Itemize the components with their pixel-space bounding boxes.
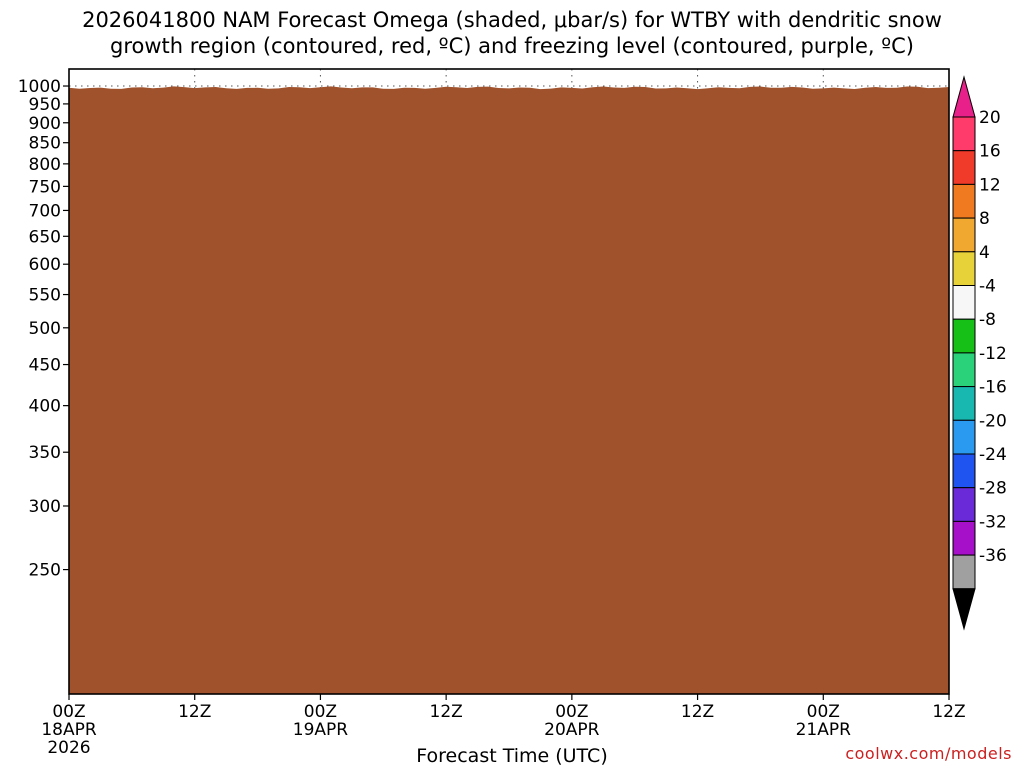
y-tick-label-300: 300 bbox=[29, 497, 61, 517]
colorbar-label-12: -32 bbox=[979, 512, 1007, 532]
colorbar-label-4: 4 bbox=[979, 243, 990, 263]
ground-layer bbox=[69, 86, 949, 694]
colorbar-swatch-0 bbox=[952, 116, 976, 152]
x-axis-title: Forecast Time (UTC) bbox=[416, 745, 608, 767]
colorbar-swatch-12 bbox=[952, 520, 976, 556]
colorbar-label-6: -8 bbox=[979, 310, 996, 330]
source-credit[interactable]: coolwx.com/models bbox=[845, 744, 1012, 763]
colorbar-label-8: -16 bbox=[979, 378, 1007, 398]
colorbar-swatch-13 bbox=[952, 554, 976, 590]
x-tick-label-48: 00Z 20APR bbox=[544, 702, 600, 740]
colorbar-top-arrow bbox=[952, 75, 976, 118]
y-tick-label-350: 350 bbox=[29, 443, 61, 463]
y-tick-label-250: 250 bbox=[29, 561, 61, 581]
y-tick-label-900: 900 bbox=[29, 114, 61, 134]
x-axis-ticks bbox=[68, 694, 950, 700]
y-tick-label-800: 800 bbox=[29, 155, 61, 175]
ground-fill bbox=[69, 86, 949, 694]
colorbar-swatch-7 bbox=[952, 352, 976, 388]
chart-title-line-2: growth region (contoured, red, ºC) and f… bbox=[110, 34, 914, 58]
colorbar-label-11: -28 bbox=[979, 479, 1007, 499]
colorbar-bottom-arrow bbox=[952, 588, 976, 631]
x-tick-label-84: 12Z bbox=[932, 702, 966, 722]
colorbar-label-13: -36 bbox=[979, 546, 1007, 566]
colorbar-label-0: 20 bbox=[979, 108, 1001, 128]
x-tick-label-72: 00Z 21APR bbox=[795, 702, 851, 740]
y-tick-label-450: 450 bbox=[29, 356, 61, 376]
y-tick-label-950: 950 bbox=[29, 95, 61, 115]
colorbar-label-9: -20 bbox=[979, 411, 1007, 431]
colorbar-label-5: -4 bbox=[979, 277, 996, 297]
y-axis: 2503003504004505005506006507007508008509… bbox=[18, 77, 69, 581]
colorbar-label-7: -12 bbox=[979, 344, 1007, 364]
y-tick-label-400: 400 bbox=[29, 397, 61, 417]
y-tick-label-550: 550 bbox=[29, 286, 61, 306]
colorbar: 20 16 12 8 4 -4 -8 -12 -16 -20 -24 -28 -32 -36 bbox=[952, 75, 1007, 631]
y-tick-label-700: 700 bbox=[29, 201, 61, 221]
y-tick-label-500: 500 bbox=[29, 319, 61, 339]
x-tick-label-12: 12Z bbox=[178, 702, 212, 722]
colorbar-swatch-2 bbox=[952, 183, 976, 219]
colorbar-label-3: 8 bbox=[979, 209, 990, 229]
plot-frame bbox=[68, 68, 950, 695]
colorbar-swatch-11 bbox=[952, 487, 976, 522]
colorbar-swatch-4 bbox=[952, 251, 976, 287]
chart-title-line-1: 2026041800 NAM Forecast Omega (shaded, μ… bbox=[82, 8, 942, 32]
colorbar-label-2: 12 bbox=[979, 175, 1001, 195]
colorbar-swatch-8 bbox=[952, 386, 976, 421]
colorbar-swatch-1 bbox=[952, 150, 976, 185]
colorbar-label-1: 16 bbox=[979, 142, 1001, 162]
y-tick-label-850: 850 bbox=[29, 134, 61, 154]
colorbar-swatch-5 bbox=[952, 285, 976, 320]
x-tick-label-0: 00Z 18APR 2026 bbox=[41, 702, 97, 758]
colorbar-swatch-9 bbox=[952, 419, 976, 455]
y-tick-label-600: 600 bbox=[29, 255, 61, 275]
colorbar-swatch-3 bbox=[952, 217, 976, 253]
colorbar-label-10: -24 bbox=[979, 445, 1007, 465]
y-tick-label-650: 650 bbox=[29, 227, 61, 247]
x-tick-label-36: 12Z bbox=[429, 702, 463, 722]
y-tick-label-750: 750 bbox=[29, 177, 61, 197]
colorbar-swatch-10 bbox=[952, 453, 976, 489]
y-tick-label-1000: 1000 bbox=[18, 77, 61, 97]
colorbar-swatch-6 bbox=[952, 318, 976, 354]
x-tick-label-60: 12Z bbox=[680, 702, 715, 722]
x-tick-label-24: 00Z 19APR bbox=[292, 702, 349, 740]
